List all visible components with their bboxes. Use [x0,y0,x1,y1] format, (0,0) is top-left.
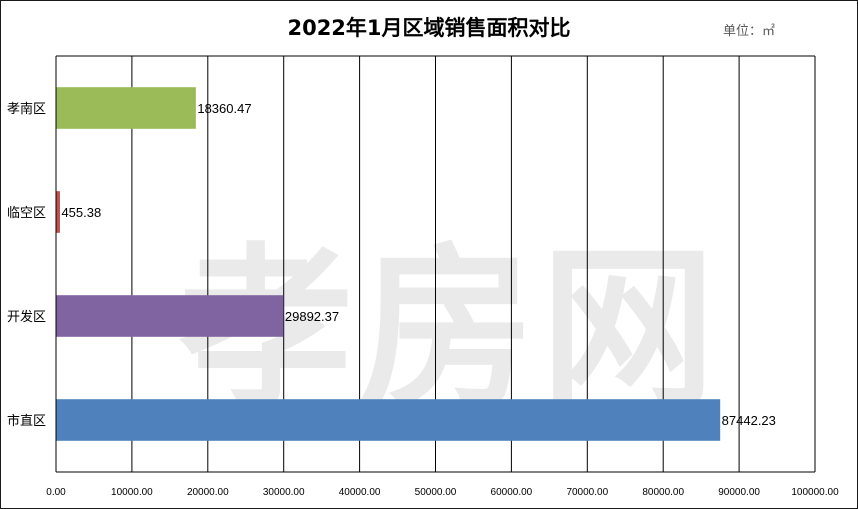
category-label: 临空区 [7,206,46,221]
x-tick-label: 10000.00 [111,487,153,498]
unit-label: 单位：㎡ [723,24,776,39]
x-tick-label: 40000.00 [339,487,381,498]
bar [56,191,60,233]
x-tick-label: 50000.00 [415,487,457,498]
category-label: 市直区 [7,413,46,429]
chart-title: 2022年1月区域销售面积对比 [287,16,571,40]
bar [56,295,284,337]
x-tick-label: 0.00 [46,487,66,498]
data-label: 455.38 [61,205,101,220]
category-label: 开发区 [7,309,46,325]
data-label: 18360.47 [197,101,251,116]
bar [56,399,721,441]
x-tick-label: 70000.00 [566,487,608,498]
data-label: 29892.37 [285,309,339,324]
x-tick-label: 80000.00 [642,487,684,498]
category-label: 孝南区 [7,101,46,117]
x-tick-label: 90000.00 [718,487,760,498]
bar [56,87,196,129]
data-label: 87442.23 [722,413,776,428]
x-tick-label: 60000.00 [491,487,533,498]
x-tick-label: 30000.00 [263,487,305,498]
x-tick-label: 100000.00 [791,487,839,498]
x-tick-label: 20000.00 [187,487,229,498]
